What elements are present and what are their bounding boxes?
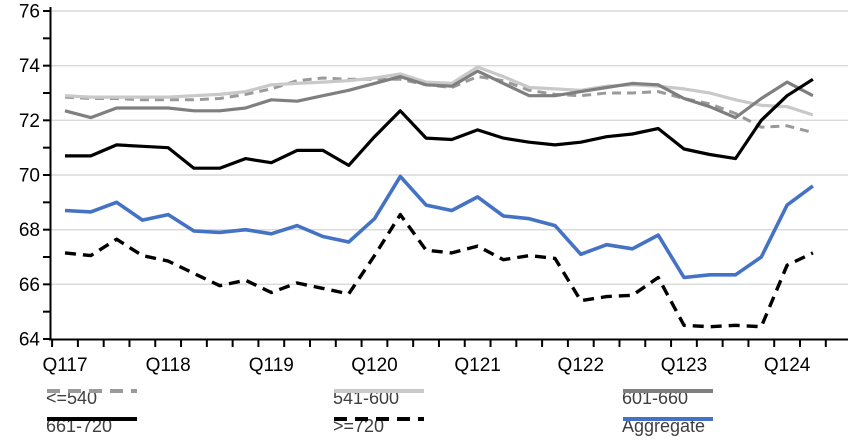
- y-tick-label: 66: [19, 275, 40, 296]
- series-line-541-600: [64, 65, 814, 117]
- x-tick-label: Q120: [351, 355, 397, 376]
- y-tick-label: 76: [19, 2, 40, 23]
- y-tick-label: 72: [19, 111, 40, 132]
- series-line-661-720: [65, 77, 814, 170]
- legend-item-541-600: 541-600: [333, 387, 424, 409]
- y-tick-label: 74: [19, 56, 41, 77]
- x-tick-label: Q122: [558, 355, 604, 376]
- legend-item-le-540: <=540: [46, 387, 137, 409]
- x-tick-label: Q117: [42, 355, 87, 376]
- legend-item-661-720: 661-720: [46, 415, 137, 437]
- y-tick-label: 64: [19, 330, 41, 351]
- x-tick-label: Q118: [146, 355, 191, 376]
- series-line-aggregate: [64, 174, 814, 280]
- y-tick-label: 68: [19, 220, 40, 241]
- legend-sample-601-660: [623, 389, 713, 393]
- series-line-601-660: [64, 69, 814, 120]
- legend-sample-ge-720: [334, 417, 424, 421]
- legend-sample-541-600: [334, 389, 424, 393]
- y-tick-label: 70: [19, 166, 40, 187]
- legend-sample-aggregate: [623, 417, 713, 421]
- x-tick-label: Q121: [454, 355, 500, 376]
- series-line-ge-720: [64, 212, 814, 329]
- x-tick-label: Q124: [764, 355, 811, 376]
- legend-item-601-660: 601-660: [622, 387, 713, 409]
- x-tick-label: Q119: [249, 355, 294, 376]
- legend-sample-661-720: [47, 417, 137, 421]
- x-tick-label: Q123: [661, 355, 707, 376]
- legend-item-ge-720: >=720: [333, 415, 424, 437]
- legend-sample-le-540: [47, 389, 137, 393]
- legend-item-aggregate: Aggregate: [622, 415, 713, 437]
- chart-svg: 64 66 68 70 72 74 76 Q117 Q118 Q119 Q120 Q121 Q122 Q1…: [19, 2, 848, 376]
